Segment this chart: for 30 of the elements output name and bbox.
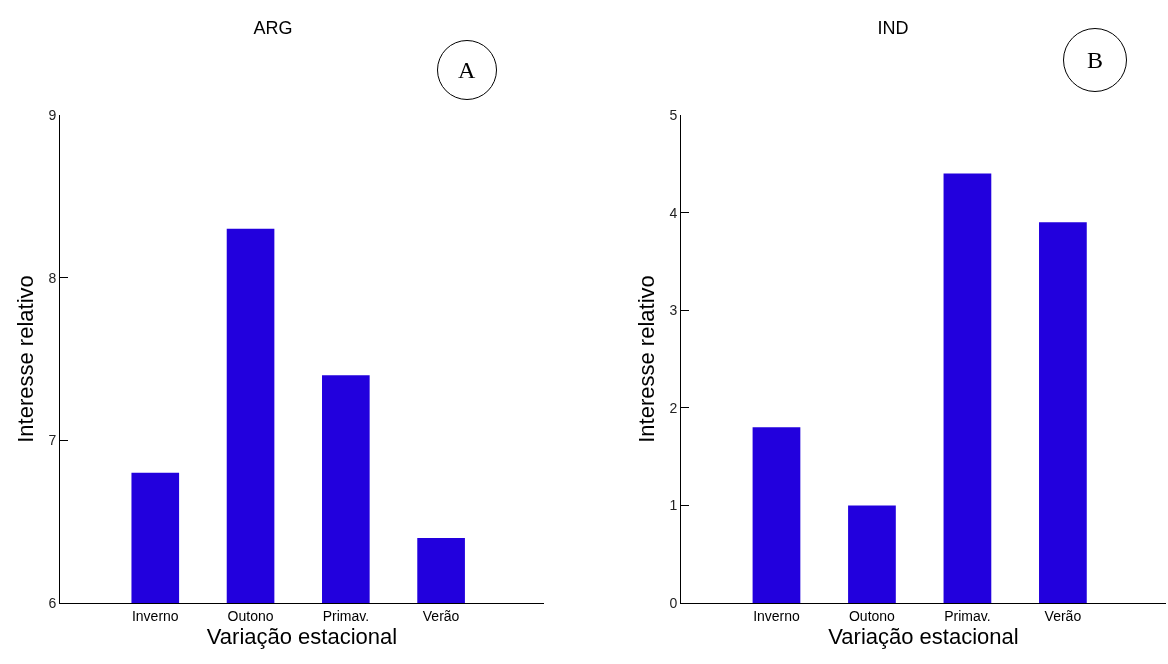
x-tick-label: Verão xyxy=(1044,607,1082,624)
y-tick-label: 6 xyxy=(48,594,57,611)
y-axis-title: Interesse relativo xyxy=(634,275,660,443)
text: A xyxy=(458,57,476,83)
x-tick-label: Inverno xyxy=(131,607,179,624)
y-tick-label: 0 xyxy=(669,594,678,611)
chart-title: IND xyxy=(877,18,909,39)
x-tick-label: Outono xyxy=(848,607,896,624)
bar xyxy=(1039,222,1087,603)
y-tick-label: 8 xyxy=(48,269,57,286)
y-tick-label: 7 xyxy=(48,432,57,449)
y-tick-label: 2 xyxy=(669,399,678,416)
bar xyxy=(848,505,896,603)
bar xyxy=(752,427,801,603)
y-tick-label: 5 xyxy=(669,106,678,123)
y-axis-title: Interesse relativo xyxy=(13,275,39,443)
y-tick-label: 4 xyxy=(669,204,678,221)
x-tick-label: Inverno xyxy=(753,607,801,624)
x-tick-label: Primav. xyxy=(322,607,370,624)
x-axis-title: Variação estacional xyxy=(828,623,1019,649)
y-tick-label: 9 xyxy=(48,106,57,123)
x-tick-label: Verão xyxy=(422,607,460,624)
y-tick-label: 3 xyxy=(669,302,678,319)
chart-title: ARG xyxy=(253,18,293,39)
x-tick-label: Outono xyxy=(227,607,274,624)
y-tick-label: 1 xyxy=(669,497,678,514)
x-tick-label: Primav. xyxy=(944,607,991,624)
bar xyxy=(943,173,992,603)
text: B xyxy=(1087,47,1104,73)
x-axis-title: Variação estacional xyxy=(206,623,398,649)
